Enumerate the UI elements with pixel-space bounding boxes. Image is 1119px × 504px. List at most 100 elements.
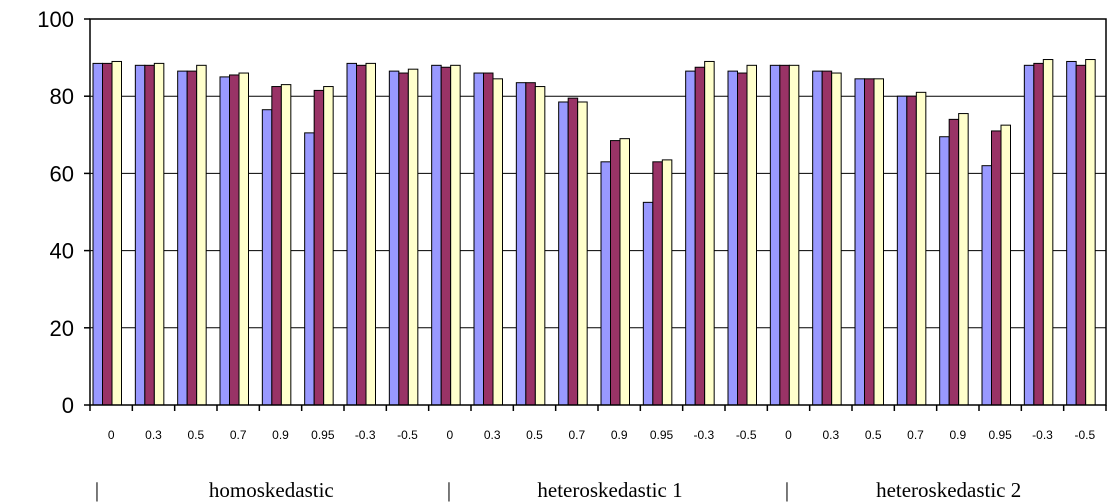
x-tick-label: 0.9 (611, 428, 628, 442)
bar (915, 91, 927, 406)
bar (896, 95, 908, 406)
bar (177, 70, 188, 406)
x-tick-label: 0.5 (526, 428, 543, 442)
bar (431, 64, 442, 406)
bar (102, 62, 113, 406)
x-tick-label: 0.95 (650, 428, 674, 442)
bar (144, 64, 155, 406)
bar (704, 60, 715, 406)
bar (219, 76, 230, 406)
bar (577, 101, 588, 406)
bar (619, 138, 630, 406)
bar (1033, 62, 1044, 406)
x-tick-label: 0.7 (568, 428, 585, 442)
x-tick-label: 0.3 (822, 428, 839, 442)
bar (939, 136, 950, 406)
x-tick-labels: 0 0.3 0.5 0.7 0.9 0.95 -0.3 -0.5 0 0.3 0.5 0.7 0.9 0.… (108, 428, 1096, 442)
x-tick-label: -0.3 (1032, 428, 1053, 442)
bar (769, 64, 781, 406)
y-tick-label: 80 (50, 84, 74, 109)
x-tick-label: -0.5 (1074, 428, 1095, 442)
bar (727, 70, 738, 406)
bar (788, 64, 800, 406)
bar (356, 64, 367, 406)
bar (111, 60, 122, 406)
bar (854, 78, 865, 406)
bar (694, 66, 706, 406)
x-tick-label: 0.5 (187, 428, 204, 442)
bar (737, 72, 748, 406)
bar (873, 78, 884, 406)
x-tick-label: 0.7 (907, 428, 924, 442)
x-tick-label: -0.3 (355, 428, 376, 442)
bar (186, 70, 198, 406)
bar (483, 72, 494, 406)
bar (473, 72, 484, 406)
bar (685, 70, 696, 406)
group-separator: | (447, 478, 451, 502)
bar (153, 62, 165, 406)
group-labels: | | | homoskedastic heteroskedastic 1 heteros… (95, 478, 1021, 502)
bar (492, 78, 503, 406)
bar (323, 86, 334, 406)
bar (365, 62, 376, 406)
bar (831, 72, 842, 406)
bar (450, 64, 461, 406)
bar (642, 201, 654, 406)
bar (981, 165, 992, 406)
x-tick-label: 0.9 (272, 428, 289, 442)
bar (1075, 64, 1087, 406)
bar (515, 82, 527, 406)
x-tick-label: 0 (108, 428, 115, 442)
group-label: heteroskedastic 1 (537, 478, 682, 502)
bar (238, 72, 249, 406)
group-label: homoskedastic (209, 478, 334, 502)
y-tick-label: 20 (50, 316, 74, 341)
bar (1023, 64, 1035, 406)
group-label: heteroskedastic 2 (876, 478, 1021, 502)
bar (864, 78, 875, 406)
x-tick-label: 0 (446, 428, 453, 442)
bar (134, 64, 146, 406)
bar (600, 161, 611, 406)
bar (388, 70, 400, 406)
bar (398, 72, 409, 406)
x-tick-label: 0.3 (484, 428, 501, 442)
bar (304, 132, 315, 406)
y-tick-label: 60 (50, 161, 74, 186)
x-tick-label: -0.5 (736, 428, 757, 442)
bar (261, 109, 273, 406)
bar (746, 64, 757, 406)
x-tick-label: 0.9 (949, 428, 966, 442)
axes (84, 18, 1107, 411)
bar (948, 118, 960, 406)
bar (1085, 59, 1096, 406)
bar (280, 84, 292, 406)
bar (652, 161, 663, 406)
bar (610, 140, 621, 406)
bar (661, 159, 673, 406)
bar (991, 130, 1002, 406)
bar (525, 82, 536, 406)
x-tick-label: 0.95 (988, 428, 1012, 442)
x-tick-label: 0.95 (311, 428, 335, 442)
x-tick-label: -0.5 (397, 428, 418, 442)
bars (92, 59, 1096, 406)
bar (440, 66, 452, 406)
x-tick-label: 0.3 (145, 428, 162, 442)
x-tick-label: 0 (785, 428, 792, 442)
bar (958, 113, 969, 406)
y-tick-label: 100 (37, 7, 74, 32)
bar (558, 101, 569, 406)
y-tick-label: 0 (62, 393, 74, 418)
bar (271, 86, 282, 406)
bar (821, 70, 833, 406)
bar (1042, 59, 1054, 406)
bar (1000, 124, 1011, 406)
y-tick-labels: 0 20 40 60 80 100 (37, 7, 74, 418)
bar (346, 62, 357, 406)
bar (196, 64, 207, 406)
x-tick-label: -0.3 (693, 428, 714, 442)
bar (779, 64, 790, 406)
